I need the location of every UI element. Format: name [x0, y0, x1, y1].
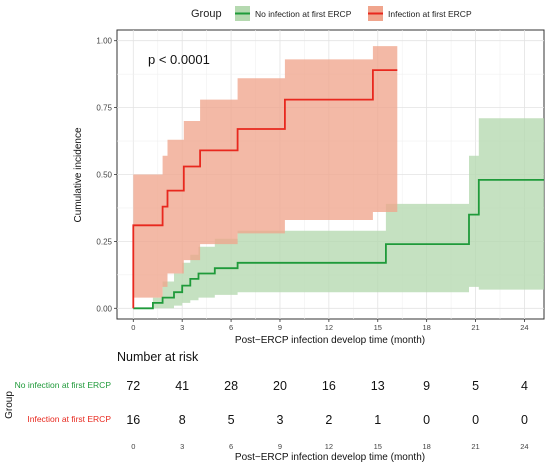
x-tick-label: 15 [374, 323, 382, 332]
risk-count: 4 [521, 379, 528, 393]
risk-x-tick-label: 24 [520, 442, 528, 451]
x-tick-label: 24 [520, 323, 528, 332]
x-tick-label: 0 [131, 323, 135, 332]
risk-table-x-label: Post−ERCP infection develop time (month) [235, 452, 425, 463]
risk-count: 9 [423, 379, 430, 393]
x-tick-label: 9 [278, 323, 282, 332]
x-axis-label: Post−ERCP infection develop time (month) [235, 335, 425, 346]
risk-count: 20 [273, 379, 287, 393]
risk-table-values: 72 41 28 20 16 13 9 5 4 16 8 5 3 2 1 0 0 0 [126, 379, 528, 427]
risk-count: 16 [126, 413, 140, 427]
y-axis-label: Cumulative incidence [73, 127, 84, 222]
risk-count: 0 [472, 413, 479, 427]
x-tick-label: 21 [471, 323, 479, 332]
confidence-band-infection [133, 46, 398, 298]
x-tick-label: 12 [325, 323, 333, 332]
risk-count: 41 [175, 379, 189, 393]
y-tick-label: 0.75 [96, 104, 112, 113]
risk-x-tick-label: 12 [325, 442, 333, 451]
x-tick-label: 3 [180, 323, 184, 332]
p-value-annotation: p < 0.0001 [148, 52, 210, 67]
risk-x-tick-label: 3 [180, 442, 184, 451]
confidence-bands [133, 46, 545, 309]
risk-table-x-ticks: 0 3 6 9 12 15 18 21 24 [131, 442, 528, 451]
risk-count: 5 [228, 413, 235, 427]
risk-count: 28 [224, 379, 238, 393]
y-tick-label: 0.50 [96, 171, 112, 180]
risk-table-group-label: Group [4, 391, 15, 419]
risk-count: 2 [325, 413, 332, 427]
risk-x-tick-label: 21 [471, 442, 479, 451]
risk-count: 72 [126, 379, 140, 393]
incidence-line-no-infection [133, 179, 544, 310]
risk-x-tick-label: 0 [131, 442, 135, 451]
risk-table-title: Number at risk [117, 350, 199, 364]
risk-row-label: Infection at first ERCP [27, 414, 111, 424]
risk-count: 0 [423, 413, 430, 427]
risk-table-row-labels: No infection at first ERCP Infection at f… [15, 380, 112, 424]
y-tick-label: 0.00 [96, 304, 112, 313]
legend-label-no-infection: No infection at first ERCP [255, 9, 352, 19]
risk-count: 8 [179, 413, 186, 427]
x-tick-label: 6 [229, 323, 233, 332]
risk-x-tick-label: 15 [374, 442, 382, 451]
legend: Group No infection at first ERCP Infecti… [191, 6, 472, 21]
y-tick-label: 1.00 [96, 37, 112, 46]
risk-count: 3 [277, 413, 284, 427]
risk-count: 13 [371, 379, 385, 393]
x-axis-ticks: 0 3 6 9 12 15 18 21 24 [131, 319, 529, 332]
x-tick-label: 18 [422, 323, 430, 332]
risk-x-tick-label: 9 [278, 442, 282, 451]
y-tick-label: 0.25 [96, 237, 112, 246]
incidence-curves [132, 69, 544, 310]
risk-count: 5 [472, 379, 479, 393]
incidence-line-infection [132, 69, 398, 309]
legend-title: Group [191, 8, 222, 20]
risk-x-tick-label: 6 [229, 442, 233, 451]
y-axis-ticks: 0.00 0.25 0.50 0.75 1.00 [96, 37, 117, 313]
risk-x-tick-label: 18 [422, 442, 430, 451]
legend-label-infection: Infection at first ERCP [388, 9, 472, 19]
confidence-band-no-infection [133, 118, 545, 309]
risk-count: 1 [374, 413, 381, 427]
risk-row-label: No infection at first ERCP [15, 380, 112, 390]
risk-count: 16 [322, 379, 336, 393]
risk-count: 0 [521, 413, 528, 427]
